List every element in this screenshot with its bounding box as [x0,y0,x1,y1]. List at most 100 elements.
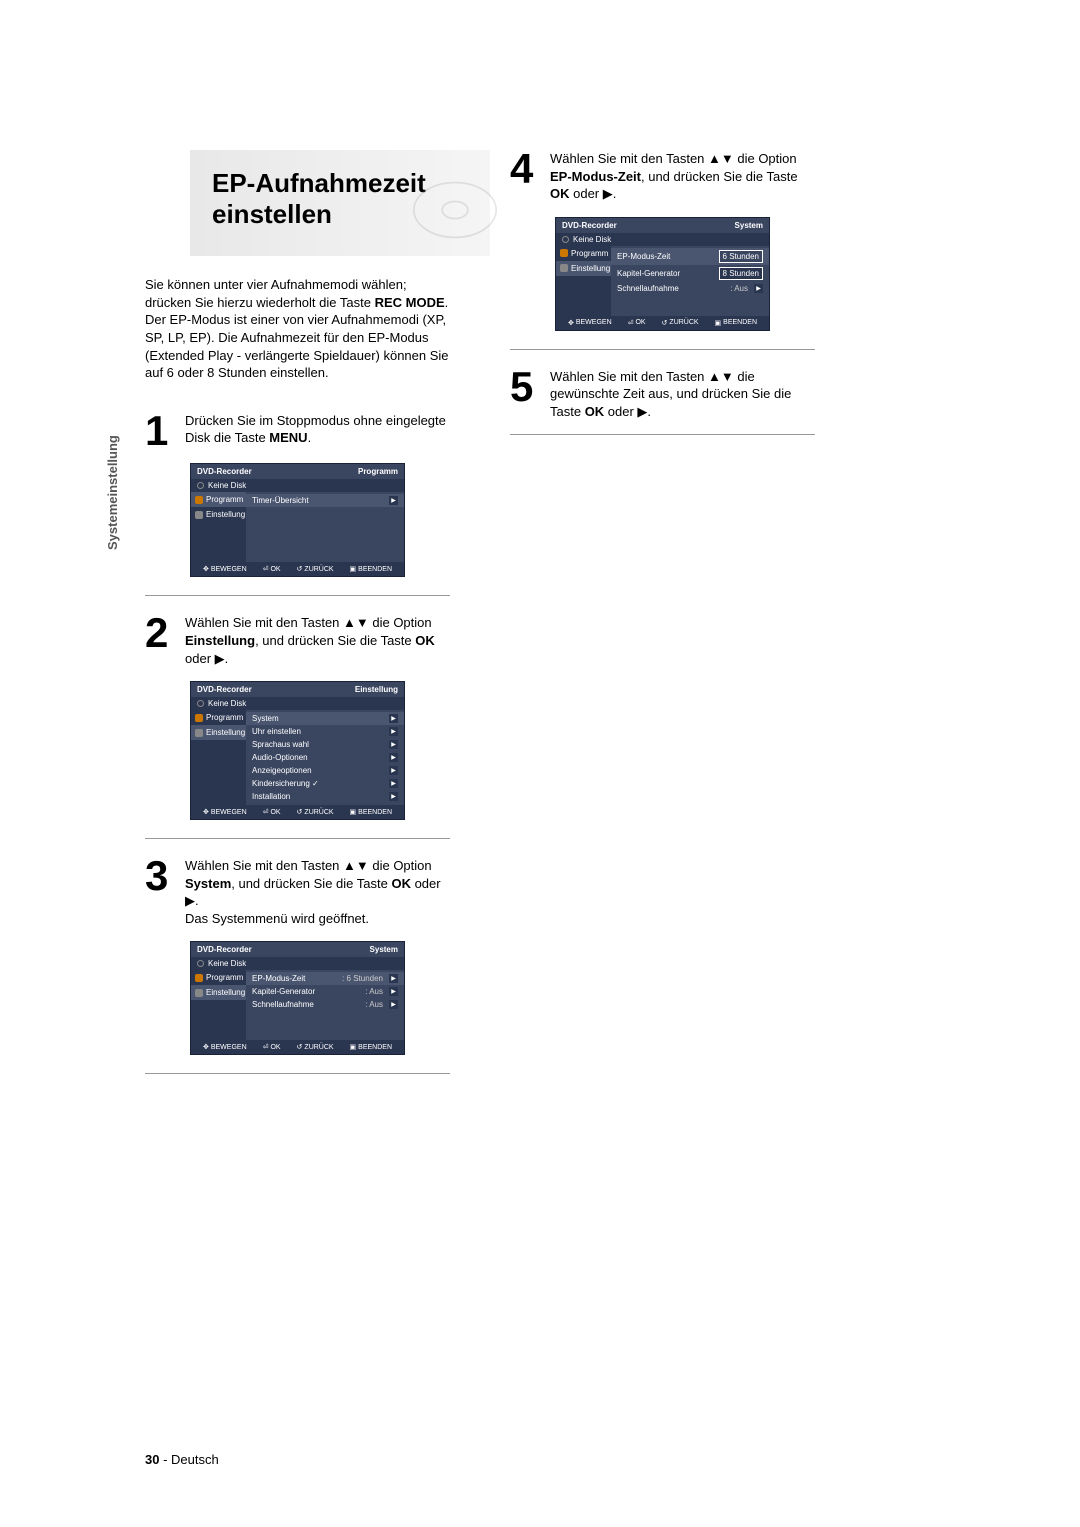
osd-title: DVD-Recorder [197,467,252,476]
osd-nodisk: Keine Disk [573,235,611,244]
page-number: 30 - Deutsch [145,1452,219,1467]
disc-decoration-icon [410,180,500,240]
footer-ok: ⏎OK [628,319,646,327]
disc-icon [197,700,204,707]
osd-row-label: System [252,714,389,723]
osd-header: DVD-Recorder System [556,218,769,233]
osd-nodisk: Keine Disk [208,959,246,968]
osd-subheader: Keine Disk [556,233,769,246]
divider [145,838,450,839]
page-number-value: 30 [145,1452,159,1467]
footer-bewegen: ✥BEWEGEN [568,319,612,327]
disc-icon [562,236,569,243]
osd-row-label: Kindersicherung ✓ [252,779,389,788]
osd-row-schnell: Schnellaufnahme : Aus ▶ [611,282,769,295]
osd-crumb: System [370,945,398,954]
osd-sidebar: Programm Einstellung [191,970,246,1040]
page-language: - Deutsch [163,1452,219,1467]
osd-footer: ✥BEWEGEN ⏎OK ↺ZURÜCK ▣BEENDEN [191,805,404,819]
osd-footer: ✥BEWEGEN ⏎OK ↺ZURÜCK ▣BEENDEN [556,316,769,330]
step-number: 4 [510,150,540,203]
step-3: 3 Wählen Sie mit den Tasten ▲▼ die Optio… [145,857,450,927]
osd-title: DVD-Recorder [197,685,252,694]
osd-side-programm: Programm [191,710,246,725]
osd-row-value: : Aus [365,987,383,996]
osd-screenshot-4: DVD-Recorder System Keine Disk Programm … [555,217,770,331]
osd-crumb: Programm [358,467,398,476]
footer-zurueck: ↺ZURÜCK [662,319,699,327]
chevron-right-icon: ▶ [754,284,763,293]
right-column: 4 Wählen Sie mit den Tasten ▲▼ die Optio… [510,150,815,1092]
osd-footer: ✥BEWEGEN ⏎OK ↺ZURÜCK ▣BEENDEN [191,1040,404,1054]
osd-row: Kapitel-Generator: Aus ▶ [246,985,404,998]
osd-sidebar: Programm Einstellung [191,492,246,562]
osd-subheader: Keine Disk [191,957,404,970]
left-column: EP-Aufnahmezeit einstellen Sie können un… [145,150,450,1092]
step-4: 4 Wählen Sie mit den Tasten ▲▼ die Optio… [510,150,815,203]
osd-row-value: : Aus [730,284,748,293]
chevron-right-icon: ▶ [389,753,398,762]
chevron-right-icon: ▶ [389,496,398,505]
osd-subheader: Keine Disk [191,697,404,710]
step-5: 5 Wählen Sie mit den Tasten ▲▼ die gewün… [510,368,815,421]
step-text: Wählen Sie mit den Tasten ▲▼ die Option … [185,857,450,927]
osd-screenshot-3: DVD-Recorder System Keine Disk Programm … [190,941,405,1055]
gear-icon [195,729,203,737]
osd-header: DVD-Recorder System [191,942,404,957]
exit-icon: ▣ [715,319,722,327]
step-text: Drücken Sie im Stoppmodus ohne eingelegt… [185,412,450,450]
step-number: 1 [145,412,175,450]
osd-body: Programm Einstellung EP-Modus-Zeit 6 Stu… [556,246,769,316]
osd-row-label: Audio-Optionen [252,753,389,762]
osd-row: Anzeigeoptionen▶ [246,764,404,777]
move-icon: ✥ [203,1043,209,1051]
osd-row-ep: EP-Modus-Zeit 6 Stunden [611,248,769,265]
osd-side-programm: Programm [191,970,246,985]
osd-row-label: Installation [252,792,389,801]
osd-side-einstellung: Einstellung [191,985,246,1000]
gear-icon [560,264,568,272]
osd-row-label: Kapitel-Generator [252,987,365,996]
move-icon: ✥ [203,565,209,573]
osd-header: DVD-Recorder Programm [191,464,404,479]
osd-row: Sprachaus wahl▶ [246,738,404,751]
osd-row: System▶ [246,712,404,725]
chevron-right-icon: ▶ [389,987,398,996]
chevron-right-icon: ▶ [389,714,398,723]
osd-footer: ✥BEWEGEN ⏎OK ↺ZURÜCK ▣BEENDEN [191,562,404,576]
exit-icon: ▣ [350,565,357,573]
footer-zurueck: ↺ZURÜCK [297,808,334,816]
osd-row-value: : 6 Stunden [342,974,383,983]
osd-side-programm: Programm [191,492,246,507]
divider [145,1073,450,1074]
osd-side-einstellung: Einstellung [556,261,611,276]
osd-main: Timer-Übersicht ▶ [246,492,404,562]
osd-header: DVD-Recorder Einstellung [191,682,404,697]
osd-main: EP-Modus-Zeit 6 Stunden Kapitel-Generato… [611,246,769,316]
osd-row-label: Sprachaus wahl [252,740,389,749]
footer-beenden: ▣BEENDEN [350,1043,392,1051]
osd-row-kapitel: Kapitel-Generator 8 Stunden [611,265,769,282]
gear-icon [195,989,203,997]
osd-option-selected: 6 Stunden [719,250,763,263]
osd-body: Programm Einstellung EP-Modus-Zeit: 6 St… [191,970,404,1040]
chevron-right-icon: ▶ [389,1000,398,1009]
osd-row-label: Schnellaufnahme [617,284,730,293]
osd-crumb: Einstellung [355,685,398,694]
intro-paragraph: Sie können unter vier Aufnahmemodi wähle… [145,276,450,381]
osd-row-label: Anzeigeoptionen [252,766,389,775]
return-icon: ↺ [297,565,303,573]
footer-zurueck: ↺ZURÜCK [297,565,334,573]
osd-screenshot-1: DVD-Recorder Programm Keine Disk Program… [190,463,405,577]
osd-row-label: Schnellaufnahme [252,1000,365,1009]
step-number: 3 [145,857,175,927]
divider [510,434,815,435]
divider [145,595,450,596]
ok-icon: ⏎ [263,1043,269,1051]
step-1: 1 Drücken Sie im Stoppmodus ohne eingele… [145,412,450,450]
osd-row-value: : Aus [365,1000,383,1009]
return-icon: ↺ [297,808,303,816]
footer-zurueck: ↺ZURÜCK [297,1043,334,1051]
osd-row: Timer-Übersicht ▶ [246,494,404,507]
manual-page: Systemeinstellung EP-Aufnahmezeit einste… [0,0,1080,1527]
